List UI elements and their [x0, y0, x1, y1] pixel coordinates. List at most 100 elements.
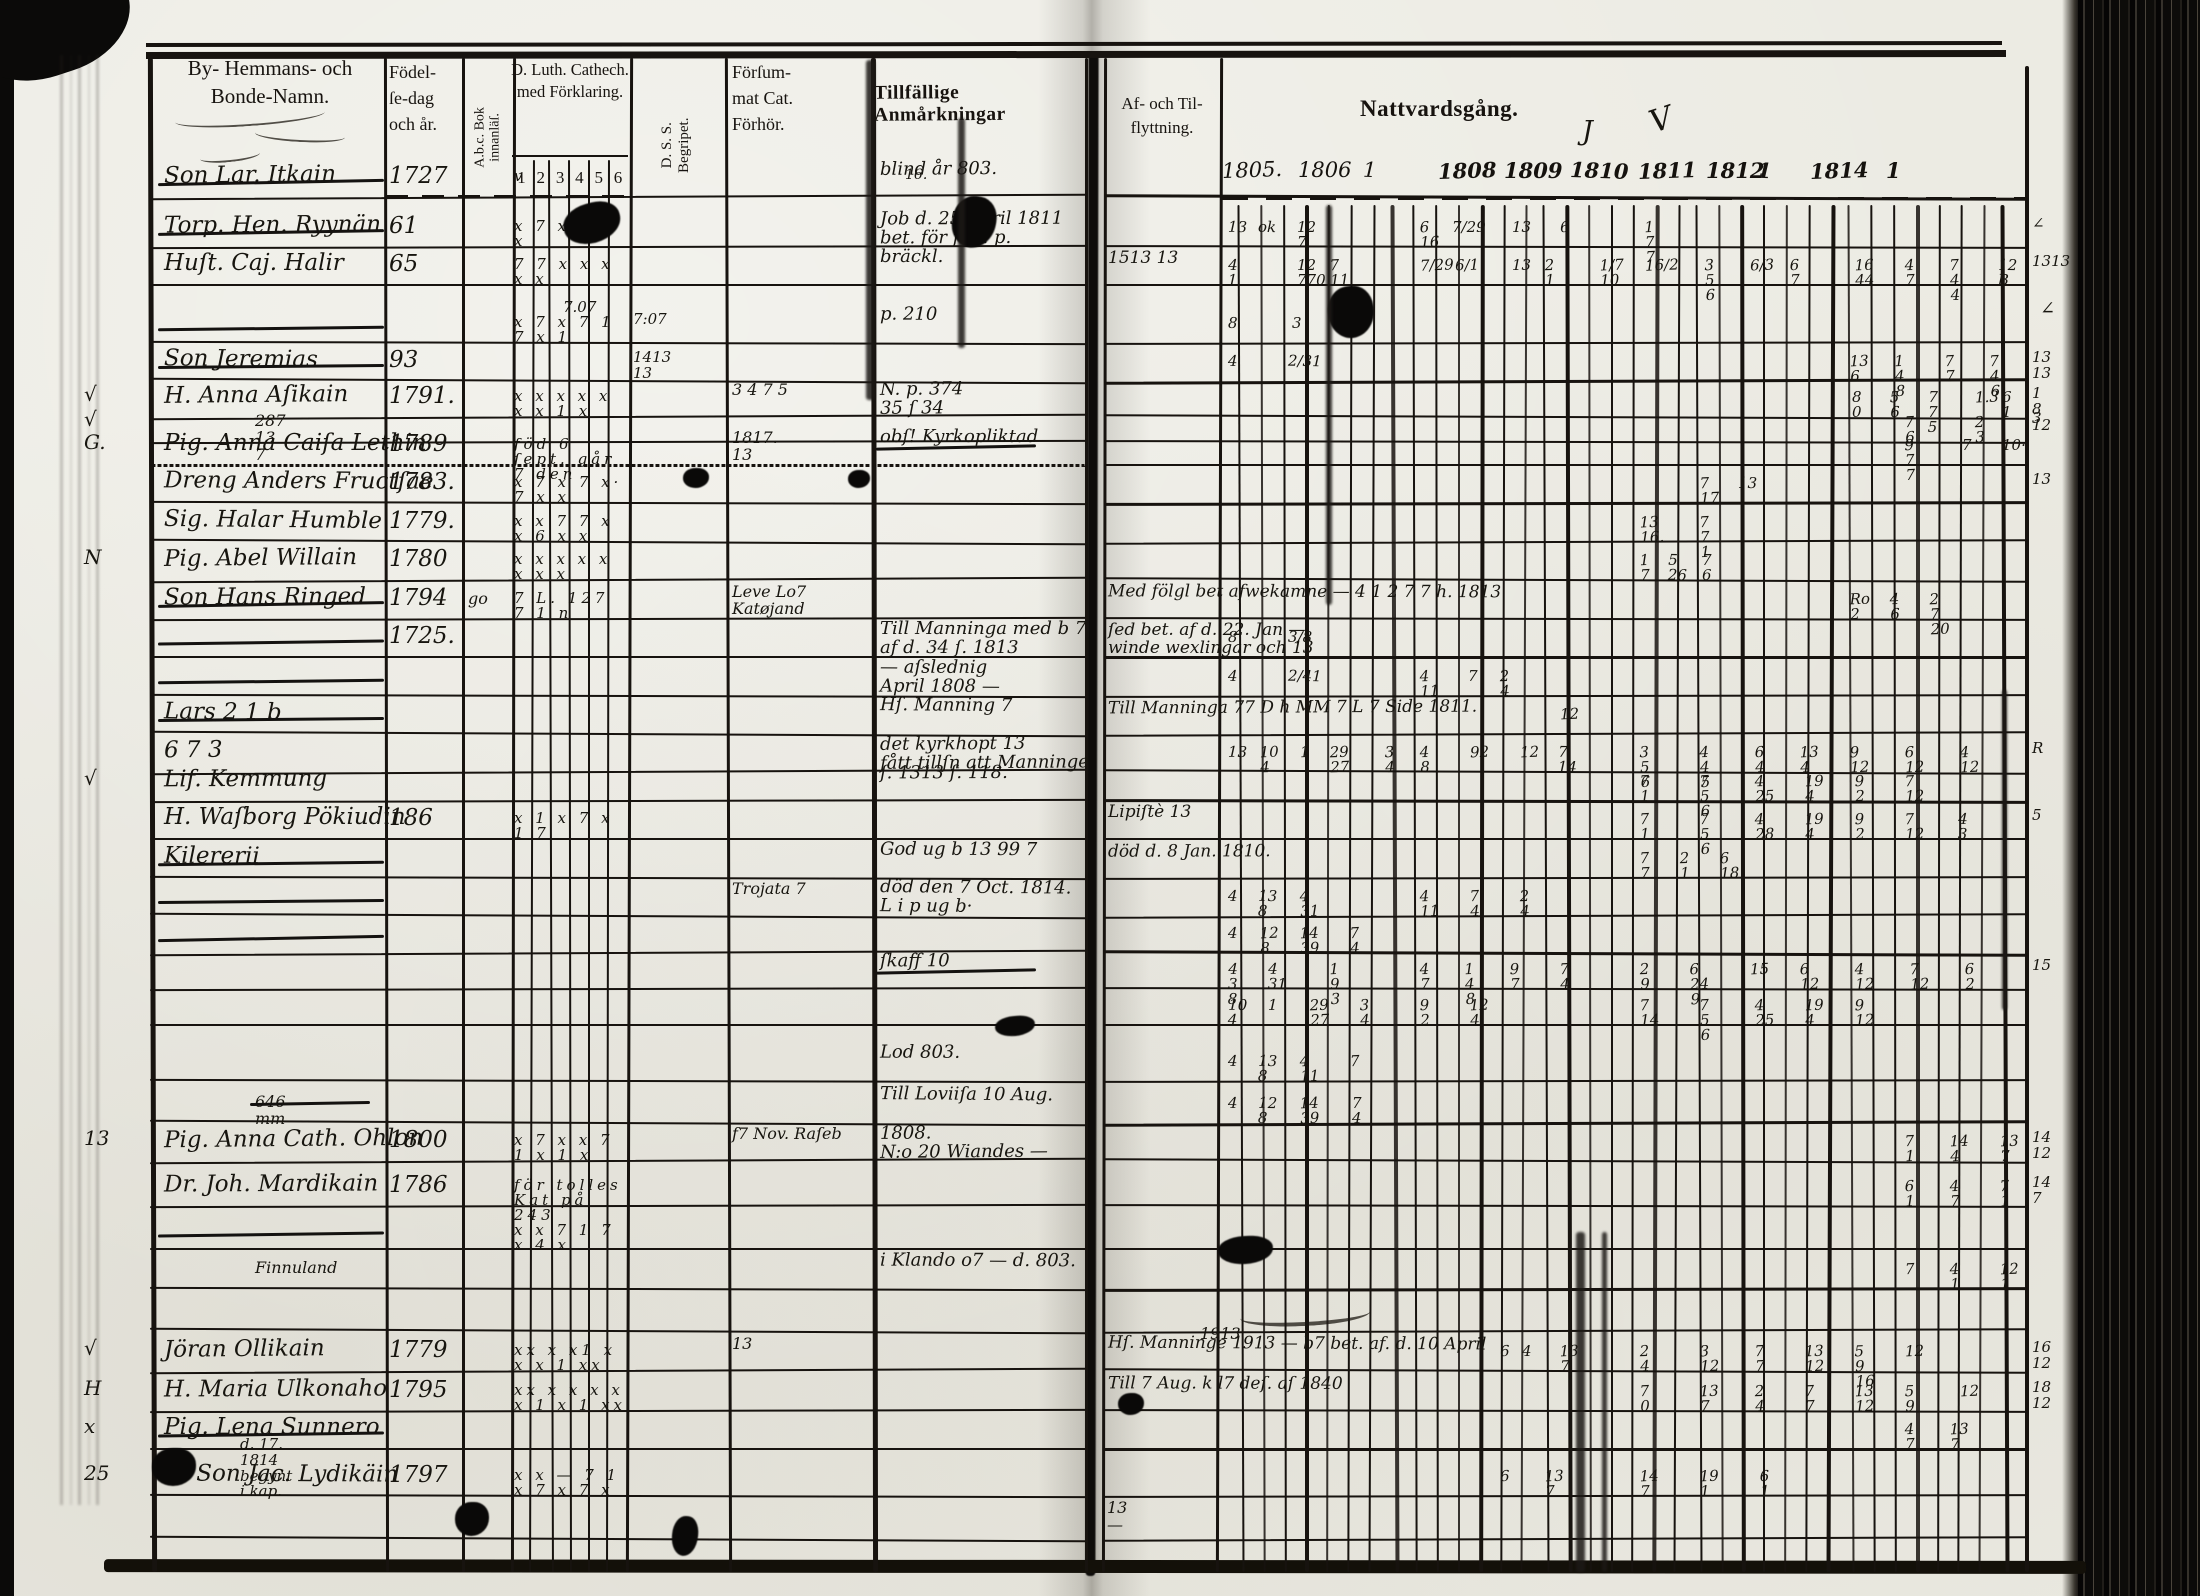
communion-mark: 7 [1349, 1051, 1360, 1071]
right-margin-note: 16 12 [2032, 1338, 2052, 1372]
header-abc: A.b.c. Bok innanläſ. [472, 107, 503, 168]
communion-mark: 2 1 [1679, 848, 1691, 883]
row-name: H. Anna Aſikain [163, 381, 349, 409]
communion-mark: 7 0 [1639, 1381, 1651, 1416]
birth-year: 1800 [389, 1127, 448, 1153]
year-label: 1808 [1437, 156, 1497, 185]
row-rule-left [150, 464, 1086, 467]
begriper-mark: 1413 13 [633, 348, 672, 382]
communion-mark: 4 1 [1949, 1259, 1961, 1294]
communion-mark: 14 7 [1639, 1466, 1660, 1501]
communion-mark: 13 12 [1854, 1381, 1875, 1416]
bottom-rule [103, 1559, 2087, 1574]
communion-mark: 12 4 [1469, 995, 1490, 1030]
row-rule-right [1104, 656, 2028, 659]
table-column-rule [462, 58, 465, 1572]
right-margin-note: R [2032, 739, 2044, 757]
cat-header-divider [512, 155, 628, 157]
loose-handwriting: ∠ [2040, 298, 2056, 319]
communion-mark: 19 4 [1804, 995, 1825, 1030]
communion-mark: 4 1 [1227, 255, 1238, 290]
communion-mark: 19 4 [1804, 809, 1825, 844]
loose-handwriting: 13 — [1107, 1498, 1128, 1534]
communion-mark: 4 3 [1957, 809, 1968, 844]
communion-mark: 4 8 [1419, 742, 1431, 777]
header-birth-2: ſe-dag [389, 88, 434, 108]
communion-grid-line [1347, 204, 1353, 1573]
margin-mark: √ [84, 1336, 97, 1360]
communion-grid-line [1305, 205, 1309, 1572]
communion-mark: 13 6 [1849, 351, 1870, 386]
communion-mark: 2 3 [1974, 412, 1986, 447]
birth-year: 1727 [389, 163, 448, 189]
communion-mark: 7 1 [1904, 1131, 1916, 1166]
header-begriper: D. S. S. Begripet. [658, 117, 692, 173]
communion-mark: 12 B [1997, 255, 2018, 290]
row-rule-right [1104, 1248, 2028, 1250]
communion-grid-line [1740, 204, 1746, 1573]
ink-smudge [1602, 1232, 1607, 1572]
loose-handwriting: V [1644, 99, 1678, 141]
top-rule-thick [145, 50, 2007, 59]
communion-mark: 13 [1737, 473, 1758, 493]
right-margin-note: 1313 [2032, 252, 2071, 270]
communion-mark: 4 6 [1889, 589, 1901, 624]
communion-mark: 10 4 [1259, 742, 1280, 777]
remark: p. 210 [879, 303, 938, 325]
year-label: 1810 [1569, 156, 1629, 185]
communion-mark: 6 16 [1419, 218, 1440, 252]
communion-mark: 7 [1962, 436, 1972, 454]
communion-mark: 19 4 [1804, 771, 1825, 806]
communion-mark: 6 18 [1719, 849, 1740, 883]
communion-mark: 6 4 [1754, 742, 1766, 777]
communion-mark: 12 8 [1257, 1093, 1278, 1127]
forsummat-note: Trojata 7 [732, 879, 806, 898]
communion-mark: 6 [1559, 217, 1570, 237]
communion-mark: 4 7 [1904, 255, 1916, 290]
cat-number: 2 [536, 168, 546, 187]
communion-mark: 9 7 7 [1903, 435, 1916, 485]
birth-year: 1779. [389, 508, 455, 534]
communion-mark: 12 [1559, 704, 1580, 724]
right-margin-note: 14 7 [2032, 1173, 2052, 1207]
communion-mark: 4 [1227, 1093, 1238, 1113]
communion-mark: 5 26 [1667, 550, 1688, 585]
birth-year: 1789 [389, 431, 448, 457]
communion-mark: 4 11 [1419, 887, 1440, 921]
communion-mark: 13 4 [1799, 742, 1820, 777]
communion-grid-line [1500, 204, 1506, 1573]
communion-mark: 1/7 10 [1599, 255, 1625, 290]
margin-mark: √ [84, 766, 97, 790]
header-birth-3: och år. [389, 114, 437, 134]
remark: 1808. N:o 20 Wiandes — [879, 1122, 1048, 1163]
row-rule-right [1104, 464, 2028, 466]
communion-mark: 7 4 [1469, 886, 1481, 921]
communion-mark: 12 770 [1297, 256, 1326, 289]
name-strike-line [157, 898, 385, 905]
year-label: 1 [1886, 158, 1901, 183]
forsummat-note: 1817. 13 [732, 428, 778, 464]
birth-year: 1725. [389, 623, 455, 649]
margin-mark: N [84, 545, 102, 569]
birth-year: 1794 [389, 585, 448, 611]
birth-year: 1780 [389, 546, 448, 572]
row-rule-left [150, 1448, 1086, 1450]
communion-mark: 7 [1467, 666, 1478, 686]
birth-year: 1795 [389, 1377, 448, 1403]
communion-grid-line [1784, 204, 1788, 1573]
year-label: 1809 [1504, 158, 1563, 183]
cat-number: 4 [575, 168, 584, 187]
book-edge-fade [2062, 0, 2080, 1596]
communion-mark: 4 [1227, 886, 1238, 906]
row-rule-left [150, 1024, 1086, 1026]
communion-mark: 2 1 [1544, 255, 1556, 290]
year-label: 1 [1756, 157, 1773, 184]
communion-mark: 3 12 [1699, 1342, 1720, 1376]
remark: Till Manninga med b 7 af d. 34 ſ. 1813 [880, 618, 1087, 658]
communion-grid-line [1412, 204, 1418, 1573]
year-label: 1811 [1637, 156, 1697, 185]
communion-mark: 1 [1267, 995, 1278, 1015]
ink-blot [455, 1502, 489, 1536]
ink-blot [848, 470, 870, 488]
communion-grid-line [1826, 204, 1836, 1573]
